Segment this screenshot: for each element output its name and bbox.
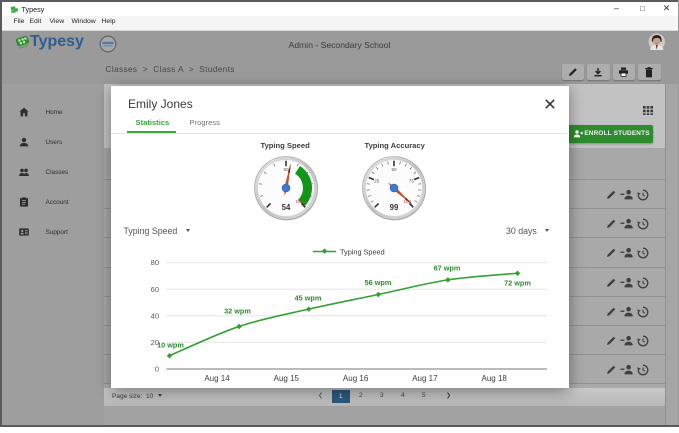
svg-text:20: 20	[150, 338, 158, 347]
svg-text:Aug 16: Aug 16	[342, 374, 368, 383]
svg-text:Aug 15: Aug 15	[273, 374, 299, 383]
svg-text:45 wpm: 45 wpm	[294, 294, 321, 303]
svg-text:Typing Speed: Typing Speed	[340, 248, 385, 257]
svg-text:60: 60	[150, 285, 158, 294]
svg-text:100: 100	[295, 198, 303, 203]
svg-text:50: 50	[391, 166, 397, 171]
svg-text:Aug 14: Aug 14	[204, 374, 230, 383]
svg-text:54: 54	[282, 203, 291, 212]
svg-text:0: 0	[154, 365, 158, 374]
svg-text:80: 80	[150, 258, 158, 267]
svg-text:99: 99	[390, 203, 399, 212]
svg-text:Aug 18: Aug 18	[481, 374, 507, 383]
svg-text:10 wpm: 10 wpm	[157, 341, 184, 350]
svg-text:40: 40	[150, 311, 158, 320]
svg-text:67 wpm: 67 wpm	[433, 264, 460, 273]
svg-text:50: 50	[283, 166, 289, 171]
svg-text:56 wpm: 56 wpm	[364, 278, 391, 287]
svg-text:72 wpm: 72 wpm	[504, 279, 531, 288]
svg-text:75: 75	[409, 178, 415, 183]
svg-text:100: 100	[403, 198, 411, 203]
svg-text:32 wpm: 32 wpm	[224, 307, 251, 316]
svg-text:25: 25	[374, 178, 380, 183]
svg-text:Aug 17: Aug 17	[412, 374, 438, 383]
